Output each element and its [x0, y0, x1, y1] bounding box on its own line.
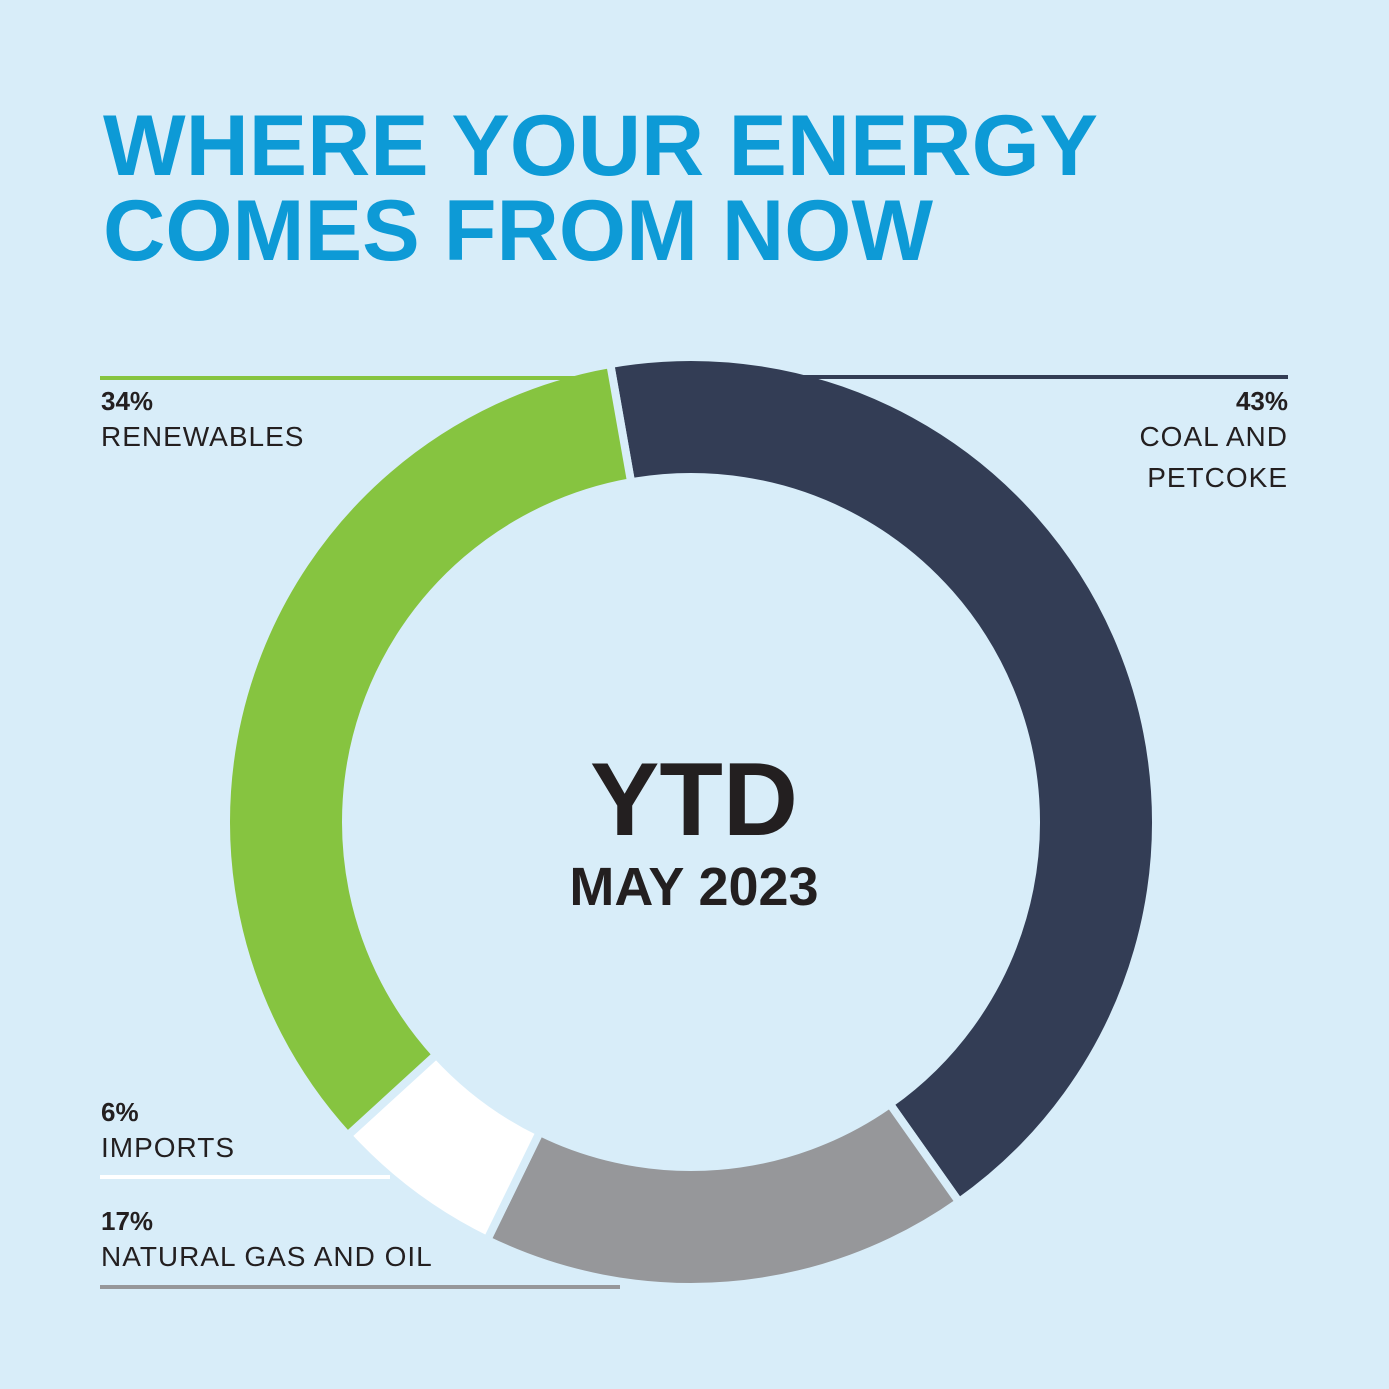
- slice: [222, 359, 636, 1142]
- value-label: 6%: [101, 1097, 139, 1127]
- category-label: COAL AND PETCOKE: [1139, 421, 1288, 493]
- category-label: NATURAL GAS AND OIL: [101, 1241, 433, 1272]
- category-label: RENEWABLES: [101, 421, 305, 452]
- slice-label: 43% COAL AND PETCOKE: [1068, 386, 1288, 498]
- slice-label: 6% IMPORTS: [101, 1097, 235, 1168]
- category-label: IMPORTS: [101, 1132, 236, 1163]
- chart-title: WHERE YOUR ENERGY: [103, 98, 1098, 194]
- center-subtitle: MAY 2023: [569, 857, 818, 917]
- slice-label: 17% NATURAL GAS AND OIL: [101, 1206, 433, 1277]
- slice: [605, 353, 1160, 1208]
- slice-label: 34% RENEWABLES: [101, 386, 304, 457]
- donut: [222, 353, 1160, 1291]
- value-label: 34%: [101, 386, 154, 416]
- center-title: YTD: [590, 742, 798, 858]
- chart-title: COMES FROM NOW: [103, 183, 934, 279]
- value-label: 17%: [101, 1206, 154, 1236]
- slice: [481, 1098, 965, 1291]
- value-label: 43%: [1235, 386, 1288, 416]
